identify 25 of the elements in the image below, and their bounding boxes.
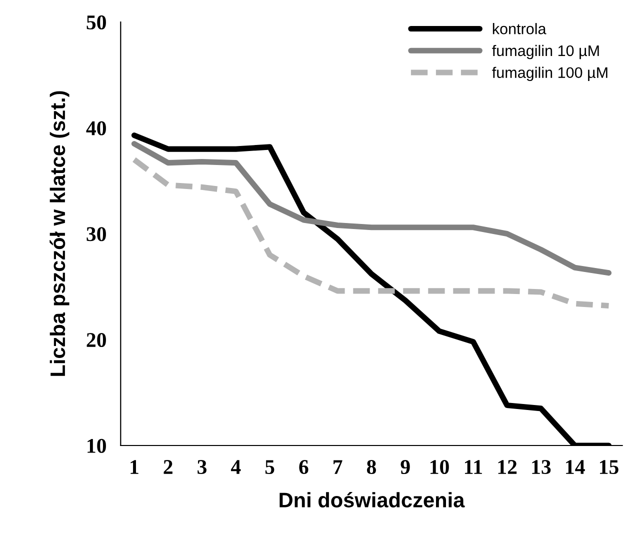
x-tick-label: 11 [464,460,482,474]
x-axis-title: Dni doświadczenia [280,492,465,508]
x-tick-label: 9 [400,460,410,474]
x-tick-label: 15 [600,460,618,474]
legend-label: fumagilin 100 µM [492,66,608,82]
y-tick-label: 30 [86,227,106,242]
legend-label: kontrola [492,23,546,34]
legend-label: fumagilin 10 µM [492,44,599,60]
y-tick-label: 10 [88,438,106,453]
x-tick-label: 1 [130,460,138,474]
x-tick-label: 14 [566,460,585,474]
x-tick-label: 4 [230,460,241,474]
x-tick-label: 10 [430,460,449,474]
x-tick-label: 7 [334,460,342,474]
x-tick-label: 6 [299,460,308,474]
x-tick-label: 8 [366,460,376,474]
x-tick-label: 2 [164,460,172,474]
y-tick-label: 20 [86,333,106,348]
x-tick-label: 12 [498,460,517,474]
y-tick-label: 40 [86,121,106,136]
x-tick-label: 5 [265,460,274,474]
x-tick-label: 3 [198,460,206,474]
y-axis-title: Liczba pszczół w klatce (szt.) [50,91,70,376]
x-tick-label: 13 [532,460,551,474]
y-tick-label: 50 [86,15,106,30]
